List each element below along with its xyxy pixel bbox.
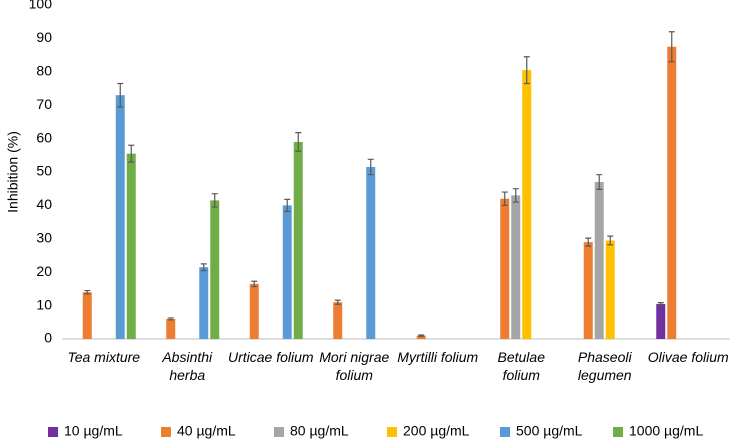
legend-label: 500 µg/mL bbox=[516, 423, 583, 439]
bar bbox=[656, 303, 666, 339]
bar bbox=[82, 292, 92, 339]
error-bar bbox=[128, 144, 135, 163]
error-bar bbox=[200, 263, 207, 272]
legend-swatch bbox=[161, 427, 171, 437]
x-tick-label: Myrtilli folium bbox=[397, 349, 479, 365]
bar bbox=[667, 46, 677, 339]
legend-label: 80 µg/mL bbox=[290, 423, 349, 439]
x-tick-label: Betulae folium bbox=[497, 349, 545, 383]
legend-swatch bbox=[387, 427, 397, 437]
bar bbox=[166, 318, 176, 339]
error-bar bbox=[211, 193, 218, 208]
error-bar bbox=[657, 301, 664, 306]
legend-swatch bbox=[48, 427, 58, 437]
x-tick-label: Urticae folium bbox=[227, 349, 314, 365]
error-bar bbox=[251, 280, 258, 288]
error-bar bbox=[501, 191, 508, 206]
y-tick-label: 0 bbox=[44, 330, 52, 346]
legend-swatch bbox=[613, 427, 623, 437]
error-bar bbox=[334, 299, 341, 305]
bar bbox=[199, 267, 209, 339]
error-bar bbox=[512, 188, 519, 203]
error-bar bbox=[668, 31, 675, 63]
bar bbox=[126, 153, 136, 339]
bar bbox=[583, 242, 593, 339]
legend-label: 40 µg/mL bbox=[177, 423, 236, 439]
y-tick-label: 40 bbox=[36, 196, 52, 212]
legend-swatch bbox=[500, 427, 510, 437]
legend-label: 200 µg/mL bbox=[403, 423, 470, 439]
y-tick-label: 90 bbox=[36, 29, 52, 45]
error-bar bbox=[523, 56, 530, 85]
y-tick-label: 60 bbox=[36, 129, 52, 145]
bar bbox=[210, 200, 220, 339]
error-bar bbox=[84, 289, 91, 295]
bar bbox=[293, 141, 303, 339]
bar bbox=[522, 70, 532, 339]
error-bar bbox=[585, 237, 592, 247]
bar bbox=[115, 95, 125, 340]
x-tick-label: Mori nigrae folium bbox=[319, 349, 390, 383]
x-tick-label: Tea mixture bbox=[67, 349, 141, 365]
y-tick-label: 10 bbox=[36, 296, 52, 312]
bar bbox=[282, 205, 292, 339]
legend-label: 10 µg/mL bbox=[64, 423, 123, 439]
error-bar bbox=[607, 235, 614, 246]
y-tick-label: 70 bbox=[36, 96, 52, 112]
y-tick-label: 80 bbox=[36, 63, 52, 79]
y-axis-title: Inhibition (%) bbox=[5, 131, 21, 213]
bar bbox=[511, 195, 521, 339]
x-tick-label: Phaseoli legumen bbox=[577, 349, 632, 383]
y-tick-label: 100 bbox=[29, 0, 53, 12]
error-bar bbox=[367, 158, 374, 176]
error-bar bbox=[418, 334, 425, 337]
error-bar bbox=[295, 131, 302, 152]
bar bbox=[249, 283, 259, 339]
y-tick-label: 20 bbox=[36, 263, 52, 279]
error-bar bbox=[167, 317, 174, 321]
bar bbox=[500, 198, 510, 339]
bar bbox=[366, 166, 376, 339]
error-bar bbox=[284, 198, 291, 213]
error-bar bbox=[117, 82, 124, 108]
y-tick-label: 50 bbox=[36, 163, 52, 179]
x-tick-label: Absinthi herba bbox=[162, 349, 213, 383]
bar bbox=[333, 302, 343, 339]
x-tick-label: Olivae folium bbox=[647, 349, 729, 365]
y-tick-label: 30 bbox=[36, 230, 52, 246]
bar bbox=[594, 182, 604, 339]
legend-label: 1000 µg/mL bbox=[629, 423, 703, 439]
error-bar bbox=[596, 174, 603, 190]
bar bbox=[605, 240, 615, 339]
bar bbox=[416, 335, 426, 339]
legend-swatch bbox=[274, 427, 284, 437]
